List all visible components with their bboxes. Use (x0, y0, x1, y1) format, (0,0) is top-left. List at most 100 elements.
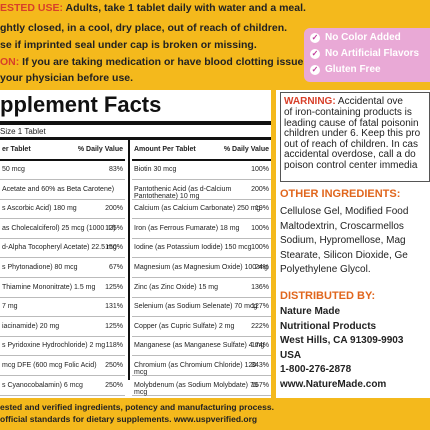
facts-panel (0, 90, 271, 398)
table-row: Zinc (as Zinc Oxide) 15 mg 136% (132, 278, 271, 298)
ingredient-line: Stearate, Silicon Dioxide, Ge (280, 249, 408, 261)
daily-value: 125% (105, 224, 123, 232)
warning-line: leading cause of fatal poisonin (284, 117, 419, 129)
warning-line: children under 6. Keep this pro (284, 128, 421, 139)
daily-value: 24% (254, 264, 269, 271)
nutrient: Zinc (as Zinc Oxide) 15 mg (134, 283, 219, 291)
ingredient-line: Polyethylene Glycol. (280, 264, 371, 275)
check-icon: ✓ (310, 65, 320, 75)
divider (128, 137, 130, 380)
daily-value: 100% (251, 224, 269, 232)
header-cell: % Daily Value (223, 146, 269, 153)
warning-line: poison control center immedia (284, 159, 418, 171)
facts-title: pplement Facts (0, 92, 162, 117)
side-panel (276, 90, 430, 398)
table-header: Amount Per Tablet % Daily Value (132, 140, 271, 161)
warning-text: Accidental ove (337, 96, 403, 107)
daily-value: 167% (251, 381, 269, 389)
nutrient: Thiamine Mononitrate) 1.5 mg (2, 283, 96, 291)
daily-value: 100% (251, 244, 269, 252)
daily-value: 343% (251, 362, 269, 369)
daily-value: 67% (108, 264, 123, 271)
caution-line: your physician before use. (0, 72, 134, 84)
daily-value: 125% (105, 283, 123, 291)
table-row: Acetate and 60% as Beta Carotene) (0, 180, 125, 200)
table-row: Iodine (as Potassium Iodide) 150 mcg 100% (132, 238, 271, 259)
table-row: s Pyridoxine Hydrochloride) 2 mg 118% (0, 336, 125, 357)
table-row: Magnesium (as Magnesium Oxide) 100 mg 24% (132, 258, 271, 278)
suggested-use-label: ESTED USE: (0, 2, 64, 14)
warning-line: accidental overdose, call a do (284, 149, 416, 160)
direction-line: se if imprinted seal under cap is broken… (0, 39, 257, 51)
daily-value: 136% (251, 283, 269, 291)
table-row: Calcium (as Calcium Carbonate) 250 mg 19% (132, 199, 271, 220)
table-row: s Cyanocobalamin) 6 mcg 250% (0, 376, 125, 396)
badge: No Color Added (325, 32, 401, 43)
nutrient: Acetate and 60% as Beta Carotene) (2, 185, 115, 193)
daily-value: 150% (105, 244, 123, 252)
distributor-heading: DISTRIBUTED BY: (280, 290, 376, 302)
table-row: 50 mcg 83% (0, 160, 125, 180)
nutrient: iacinamide) 20 mg (2, 322, 60, 330)
nutrient: d-Alpha Tocopheryl Acetate) 22.5 mg (2, 244, 117, 252)
nutrient: 7 mg (2, 303, 18, 311)
daily-value: 200% (251, 185, 269, 193)
table-header: er Tablet % Daily Value (0, 140, 125, 161)
daily-value: 118% (105, 342, 123, 350)
distributor-line: Nutritional Products (280, 320, 377, 332)
caution-text: If you are taking medication or have blo… (22, 56, 313, 68)
suggested-use-text: Adults, take 1 tablet daily with water a… (65, 2, 306, 14)
ingredient-line: Maltodextrin, Croscarmellos (280, 220, 404, 232)
table-row: iacinamide) 20 mg 125% (0, 317, 125, 337)
distributor-line: Nature Made (280, 306, 341, 317)
ingredient-line: Sodium, Hypromellose, Mag (280, 235, 406, 246)
nutrient: s Phytonadione) 80 mcg (2, 264, 78, 271)
caution-label: ON: (0, 56, 20, 68)
distributor-line: West Hills, CA 91309-9903 (280, 335, 404, 346)
table-row: Pantothenic Acid (as d-Calcium Pantothen… (132, 180, 271, 200)
check-icon: ✓ (310, 49, 320, 59)
nutrient: Molybdenum (as Sodium Molybdate) 75 mcg (134, 381, 258, 396)
header-cell: % Daily Value (77, 146, 123, 153)
nutrient: Calcium (as Calcium Carbonate) 250 mg (134, 205, 261, 213)
table-row: d-Alpha Tocopheryl Acetate) 22.5 mg 150% (0, 238, 125, 259)
badge: No Artificial Flavors (325, 48, 420, 59)
nutrient: Biotin 30 mcg (134, 166, 177, 173)
serving-size: Size 1 Tablet (0, 127, 46, 136)
warning-label: WARNING: (284, 96, 336, 107)
check-icon: ✓ (310, 33, 320, 43)
badge-box (304, 28, 430, 82)
footer-line: official standards for dietary supplemen… (0, 414, 258, 424)
daily-value: 127% (251, 303, 269, 311)
nutrient: s Pyridoxine Hydrochloride) 2 mg (2, 342, 106, 350)
ingredient-line: Cellulose Gel, Modified Food (280, 206, 409, 217)
daily-value: 131% (105, 303, 123, 311)
table-row: Copper (as Cupric Sulfate) 2 mg 222% (132, 317, 271, 337)
header-cell: er Tablet (2, 146, 31, 153)
footer-line: ested and verified ingredients, potency … (0, 402, 274, 412)
nutrient: as Cholecalciferol) 25 mcg (1000 IU) (2, 224, 116, 232)
nutrient: Manganese (as Manganese Sulfate) 4 mg (134, 342, 265, 350)
ingredients-heading: OTHER INGREDIENTS: (280, 188, 401, 200)
table-row: s Ascorbic Acid) 180 mg 200% (0, 199, 125, 220)
nutrient: Chromium (as Chromium Chloride) 120 mcg (134, 362, 257, 376)
badge: Gluten Free (325, 64, 381, 75)
nutrient: Pantothenic Acid (as d-Calcium Pantothen… (134, 185, 232, 200)
daily-value: 250% (105, 381, 123, 389)
table-row: mcg DFE (600 mcg Folic Acid) 250% (0, 356, 125, 376)
table-row: Thiamine Mononitrate) 1.5 mg 125% (0, 278, 125, 298)
table-row: Biotin 30 mcg 100% (132, 160, 271, 180)
table-row: Manganese (as Manganese Sulfate) 4 mg 174… (132, 336, 271, 357)
table-row: s Phytonadione) 80 mcg 67% (0, 258, 125, 278)
daily-value: 19% (254, 205, 269, 213)
table-row: as Cholecalciferol) 25 mcg (1000 IU) 125% (0, 219, 125, 239)
table-row: Selenium (as Sodium Selenate) 70 mcg 127% (132, 297, 271, 318)
table-row: Chromium (as Chromium Chloride) 120 mcg 3… (132, 356, 271, 376)
nutrient: 50 mcg (2, 166, 25, 173)
direction-line: ghtly closed, in a cool, dry place, out … (0, 22, 288, 34)
nutrient: Iron (as Ferrous Fumarate) 18 mg (134, 224, 240, 232)
nutrient: s Ascorbic Acid) 180 mg (2, 205, 77, 213)
nutrient: Copper (as Cupric Sulfate) 2 mg (134, 322, 235, 330)
daily-value: 83% (108, 166, 123, 173)
